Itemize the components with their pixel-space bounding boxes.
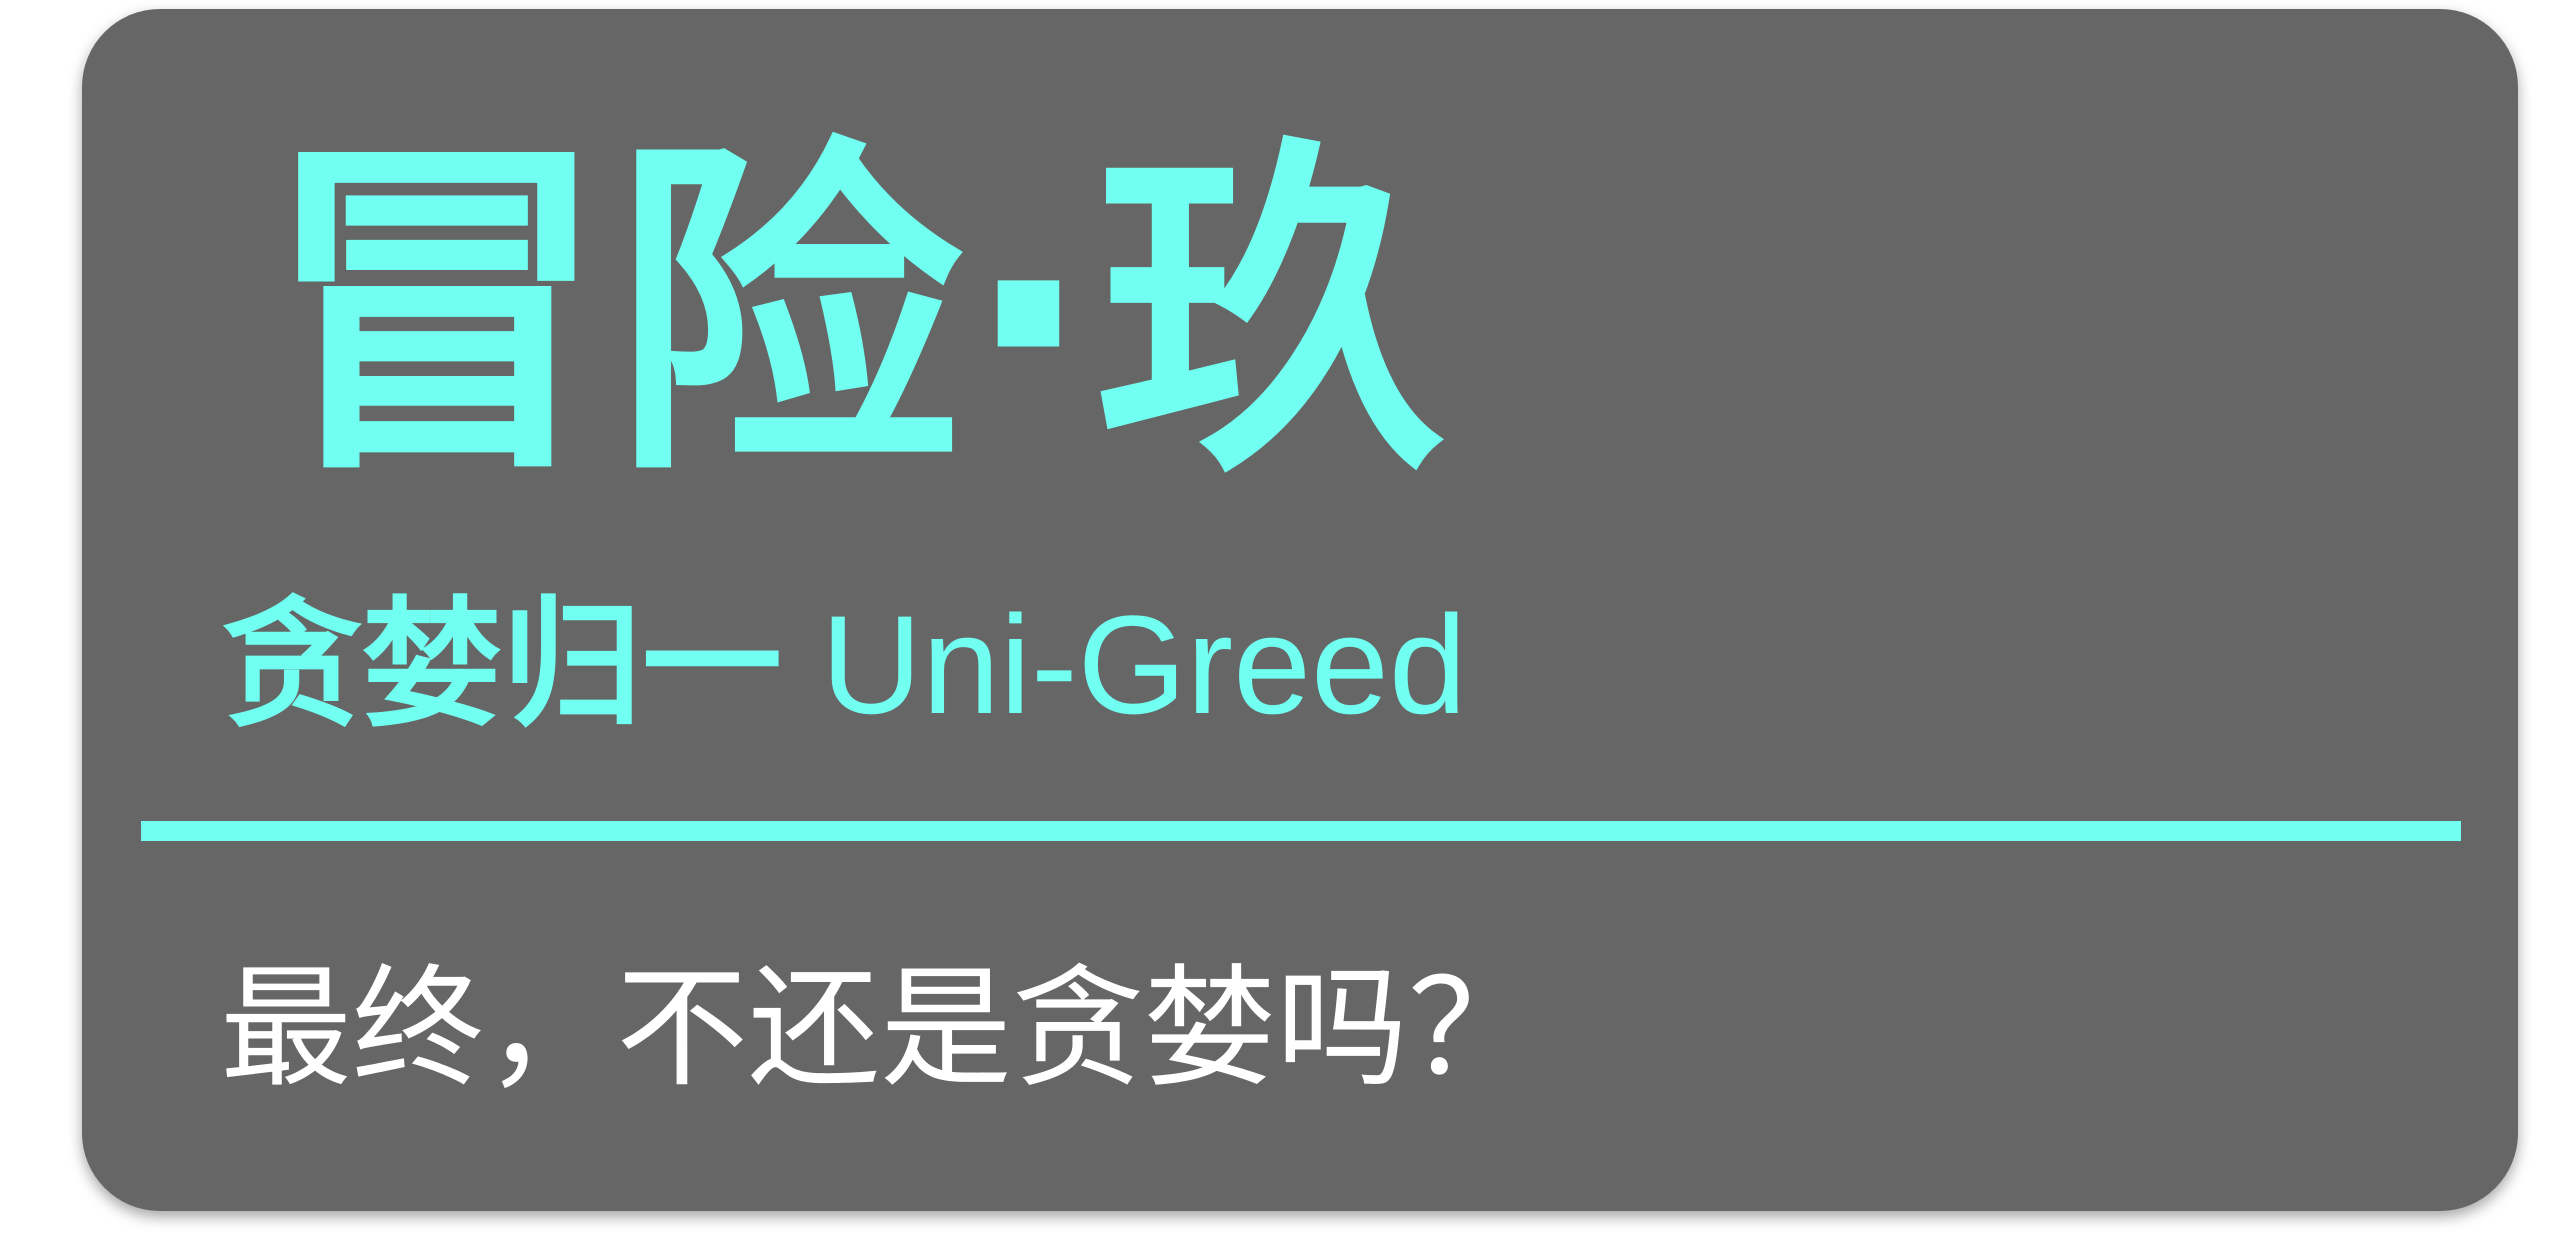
card-subtitle: 贪婪归一 Uni-Greed [222, 595, 1467, 736]
card-question: 最终，不还是贪婪吗？ [220, 952, 1540, 1106]
subtitle-english: Uni-Greed [820, 586, 1467, 743]
divider-line [141, 821, 2461, 841]
card-title: 冒险·玖 [262, 110, 1445, 518]
title-card: 冒险·玖 贪婪归一 Uni-Greed 最终，不还是贪婪吗？ [82, 9, 2518, 1211]
subtitle-chinese: 贪婪归一 [222, 584, 783, 747]
